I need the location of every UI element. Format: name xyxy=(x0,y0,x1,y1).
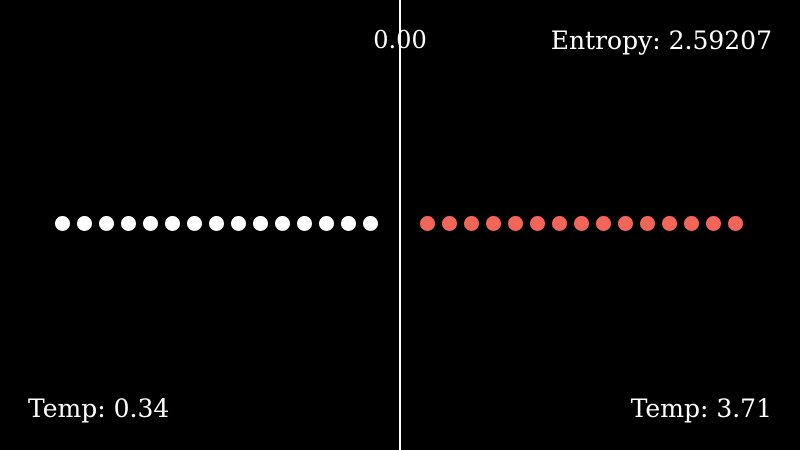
right-particle xyxy=(420,216,435,231)
right-particle xyxy=(662,216,677,231)
left-particle xyxy=(341,216,356,231)
left-particle xyxy=(165,216,180,231)
left-particle xyxy=(143,216,158,231)
right-particle xyxy=(618,216,633,231)
left-particle xyxy=(297,216,312,231)
left-particle xyxy=(319,216,334,231)
left-particle xyxy=(253,216,268,231)
right-particle xyxy=(486,216,501,231)
time-readout: 0.00 xyxy=(373,26,427,54)
chamber-divider xyxy=(399,0,401,450)
right-particle-row xyxy=(420,216,745,232)
right-temp-label: Temp: xyxy=(630,394,709,423)
entropy-value: 2.59207 xyxy=(668,26,772,55)
left-particle xyxy=(275,216,290,231)
left-particle xyxy=(99,216,114,231)
right-particle xyxy=(442,216,457,231)
left-particle xyxy=(187,216,202,231)
entropy-label: Entropy: xyxy=(550,26,661,55)
right-particle xyxy=(464,216,479,231)
right-particle xyxy=(596,216,611,231)
right-temp-value: 3.71 xyxy=(716,394,772,423)
right-particle xyxy=(706,216,721,231)
left-particle xyxy=(55,216,70,231)
right-particle xyxy=(552,216,567,231)
right-particle xyxy=(508,216,523,231)
left-particle xyxy=(121,216,136,231)
right-particle xyxy=(728,216,743,231)
right-particle xyxy=(684,216,699,231)
left-particle xyxy=(231,216,246,231)
left-particle xyxy=(209,216,224,231)
left-particle xyxy=(363,216,378,231)
right-particle xyxy=(574,216,589,231)
right-particle xyxy=(530,216,545,231)
left-temperature-readout: Temp: 0.34 xyxy=(28,396,169,421)
left-temp-value: 0.34 xyxy=(113,394,170,423)
right-temperature-readout: Temp: 3.71 xyxy=(631,396,772,421)
right-particle xyxy=(640,216,655,231)
left-particle-row xyxy=(55,216,380,232)
left-particle xyxy=(77,216,92,231)
entropy-readout: Entropy: 2.59207 xyxy=(551,28,772,53)
left-temp-label: Temp: xyxy=(28,394,106,423)
